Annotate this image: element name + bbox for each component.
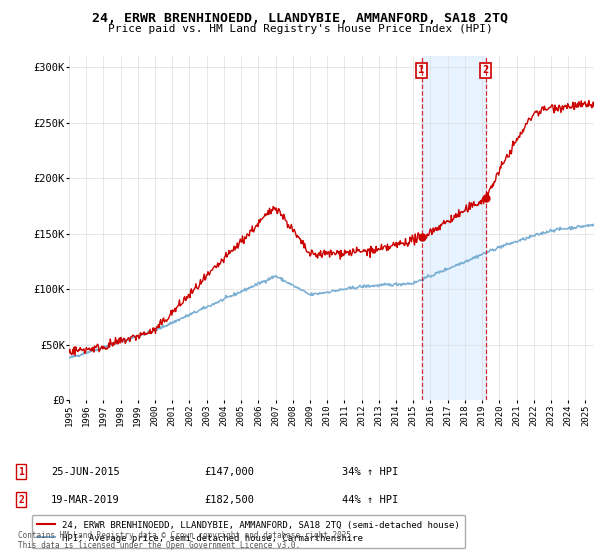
Text: Price paid vs. HM Land Registry's House Price Index (HPI): Price paid vs. HM Land Registry's House … xyxy=(107,24,493,34)
Text: Contains HM Land Registry data © Crown copyright and database right 2025.
This d: Contains HM Land Registry data © Crown c… xyxy=(18,531,356,550)
Text: 1: 1 xyxy=(418,66,425,76)
Text: 24, ERWR BRENHINOEDD, LLANDYBIE, AMMANFORD, SA18 2TQ: 24, ERWR BRENHINOEDD, LLANDYBIE, AMMANFO… xyxy=(92,12,508,25)
Text: 1: 1 xyxy=(18,466,24,477)
Text: £147,000: £147,000 xyxy=(204,466,254,477)
Text: 2: 2 xyxy=(18,494,24,505)
Legend: 24, ERWR BRENHINOEDD, LLANDYBIE, AMMANFORD, SA18 2TQ (semi-detached house), HPI:: 24, ERWR BRENHINOEDD, LLANDYBIE, AMMANFO… xyxy=(32,515,466,548)
Text: 44% ↑ HPI: 44% ↑ HPI xyxy=(342,494,398,505)
Text: 19-MAR-2019: 19-MAR-2019 xyxy=(51,494,120,505)
Text: 25-JUN-2015: 25-JUN-2015 xyxy=(51,466,120,477)
Text: 34% ↑ HPI: 34% ↑ HPI xyxy=(342,466,398,477)
Text: 2: 2 xyxy=(482,66,489,76)
Text: £182,500: £182,500 xyxy=(204,494,254,505)
Bar xyxy=(422,56,486,400)
